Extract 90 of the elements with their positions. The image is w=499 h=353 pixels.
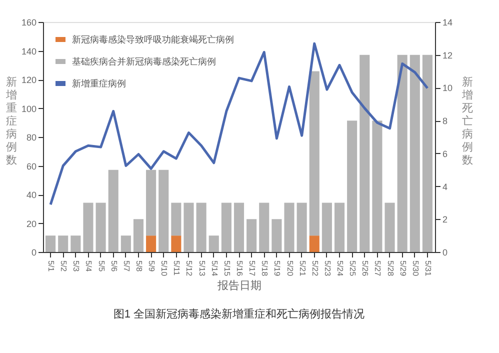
bar (246, 219, 257, 252)
bar (158, 170, 169, 252)
y2-axis-title: 新增死亡病例数 (461, 76, 473, 166)
bar (360, 54, 370, 252)
bar (133, 219, 144, 252)
y2-tick-label: 10 (442, 83, 453, 94)
y2-tick-label: 12 (442, 50, 453, 60)
x-tick-label: 5/28 (386, 260, 395, 277)
x-tick-label: 5/12 (184, 260, 194, 277)
x-tick-label: 5/15 (222, 260, 232, 277)
y-tick-label: 60 (26, 161, 36, 172)
y-tick-label: 160 (21, 18, 36, 28)
y-tick-label: 40 (26, 190, 36, 200)
x-tick-label: 5/30 (410, 260, 420, 277)
x-tick-label: 5/24 (336, 260, 345, 277)
y2-tick-label: 0 (442, 248, 448, 258)
y-tick-label: 0 (31, 248, 36, 258)
bar (234, 202, 244, 252)
x-tick-label: 5/11 (172, 260, 182, 276)
bar (397, 54, 408, 252)
x-tick-label: 5/9 (147, 260, 156, 272)
x-tick-label: 5/13 (197, 260, 206, 277)
x-tick-label: 5/31 (423, 260, 432, 277)
x-tick-label: 5/18 (260, 260, 270, 277)
y-tick-label: 120 (21, 75, 36, 85)
bar (334, 202, 345, 252)
bar (372, 120, 382, 252)
x-tick-label: 5/16 (235, 260, 244, 277)
bar (96, 202, 106, 252)
bar (171, 236, 182, 252)
bar (196, 202, 206, 252)
x-tick-label: 5/8 (134, 260, 144, 272)
bar (259, 202, 270, 252)
bar (184, 202, 194, 252)
y2-tick-label: 14 (442, 18, 453, 28)
y2-tick-label: 6 (442, 148, 448, 159)
x-tick-label: 5/25 (348, 260, 358, 277)
bar (322, 202, 332, 252)
x-tick-label: 5/19 (272, 260, 282, 277)
x-axis-title: 报告日期 (216, 279, 262, 292)
bar (58, 236, 68, 252)
bar (309, 236, 320, 252)
legend-label: 新增重症病例 (72, 78, 126, 88)
legend-label: 基础疾病合并新冠病毒感染死亡病例 (72, 56, 216, 66)
y2-tick-label: 4 (442, 182, 448, 192)
bar (284, 202, 294, 252)
x-tick-label: 5/17 (248, 260, 257, 277)
x-tick-label: 5/4 (84, 260, 94, 272)
x-tick-label: 5/2 (59, 260, 68, 272)
x-tick-label: 5/23 (322, 260, 332, 277)
y-tick-label: 20 (26, 218, 36, 229)
bar (108, 170, 118, 252)
bar (296, 202, 307, 252)
bar (46, 236, 56, 252)
bar (347, 120, 358, 252)
y-axis-title: 新增重症病例数 (5, 76, 17, 166)
legend-label: 新冠病毒感染导致呼吸功能衰竭死亡病例 (72, 34, 234, 44)
x-tick-label: 5/27 (373, 260, 382, 277)
x-tick-label: 5/26 (360, 260, 370, 277)
x-tick-label: 5/14 (210, 260, 219, 277)
x-tick-label: 5/10 (160, 260, 169, 277)
bar (384, 202, 395, 252)
text: 图1 全国新冠病毒感染新增重症和死亡病例报告情况 (113, 308, 365, 321)
x-tick-label: 5/7 (122, 260, 131, 272)
y-tick-label: 100 (21, 104, 36, 114)
bar (70, 236, 81, 252)
bar (208, 236, 219, 252)
bar (146, 170, 156, 236)
y2-tick-label: 8 (442, 116, 448, 126)
bar (146, 236, 156, 252)
bar (83, 202, 94, 252)
y-tick-label: 140 (21, 46, 36, 56)
x-tick-label: 5/21 (298, 260, 307, 277)
x-tick-label: 5/1 (46, 260, 56, 272)
bar (272, 219, 282, 252)
bar (422, 54, 432, 252)
bar (171, 202, 182, 236)
line-series (49, 42, 429, 206)
bar (120, 236, 131, 252)
x-tick-label: 5/3 (72, 260, 81, 272)
bar (221, 202, 232, 252)
x-tick-label: 5/20 (285, 260, 294, 277)
bar (309, 71, 320, 236)
y-tick-label: 80 (26, 132, 36, 142)
x-tick-label: 5/22 (310, 260, 320, 277)
x-tick-label: 5/29 (398, 260, 408, 277)
y2-tick-label: 2 (442, 214, 448, 225)
x-tick-label: 5/6 (109, 260, 118, 272)
bar (410, 54, 420, 252)
x-tick-label: 5/5 (96, 260, 106, 272)
